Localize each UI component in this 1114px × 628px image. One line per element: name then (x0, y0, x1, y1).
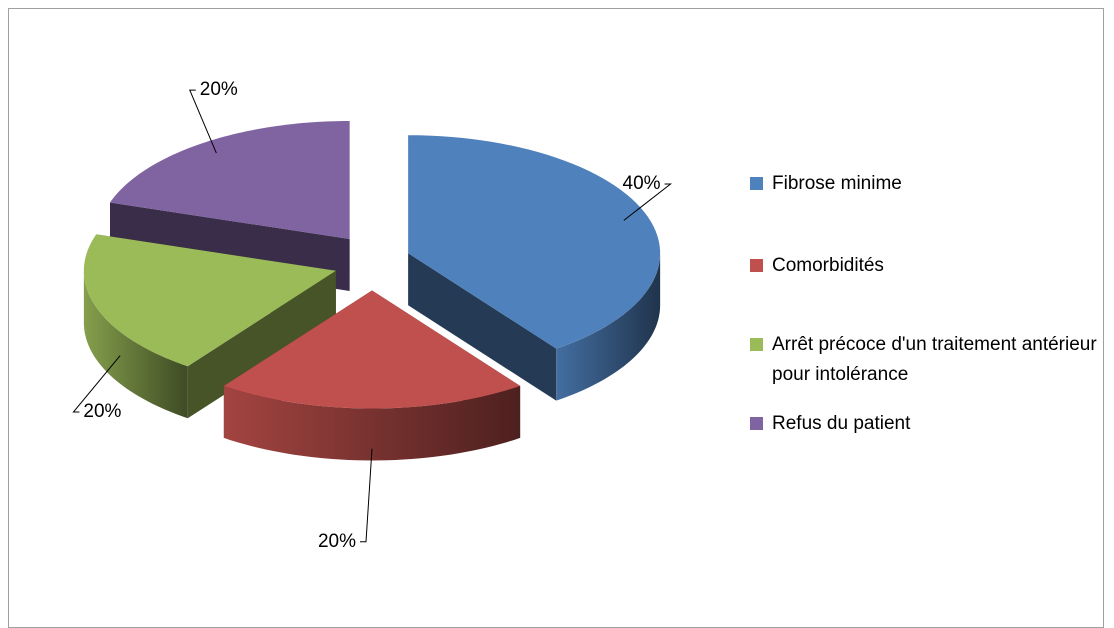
slice-wall (83, 270, 188, 419)
legend-item: Arrêt précoce d'un traitement antérieur … (750, 330, 1100, 390)
data-label: 20% (200, 79, 238, 100)
leader-line (360, 448, 373, 543)
legend-label: Refus du patient (772, 413, 911, 434)
legend-swatch (750, 338, 763, 351)
data-label: 20% (83, 401, 121, 422)
pie-slice (408, 135, 661, 401)
pie-slice (83, 234, 336, 419)
legend-label: Arrêt précoce d'un traitement antérieur … (772, 334, 1097, 385)
legend-swatch (750, 259, 763, 272)
data-label: 40% (623, 173, 661, 194)
legend-item: Comorbidités (750, 251, 1100, 281)
slice-top (223, 290, 521, 409)
slice-side (408, 253, 557, 401)
data-label: 20% (318, 531, 356, 552)
legend-swatch (750, 177, 763, 190)
leader-line (623, 183, 673, 221)
pie-slice (223, 290, 521, 461)
legend-label: Fibrose minime (772, 173, 902, 194)
legend-item: Refus du patient (750, 409, 1100, 439)
leader-line (72, 355, 121, 413)
slice-top (408, 135, 661, 349)
legend-label: Comorbidités (772, 255, 884, 276)
legend-item: Fibrose minime (750, 169, 1100, 199)
slice-wall (556, 253, 661, 401)
slice-top (83, 234, 336, 367)
leader-line (189, 89, 217, 154)
slice-wall (223, 385, 521, 461)
legend-swatch (750, 417, 763, 430)
slice-top (109, 120, 350, 239)
